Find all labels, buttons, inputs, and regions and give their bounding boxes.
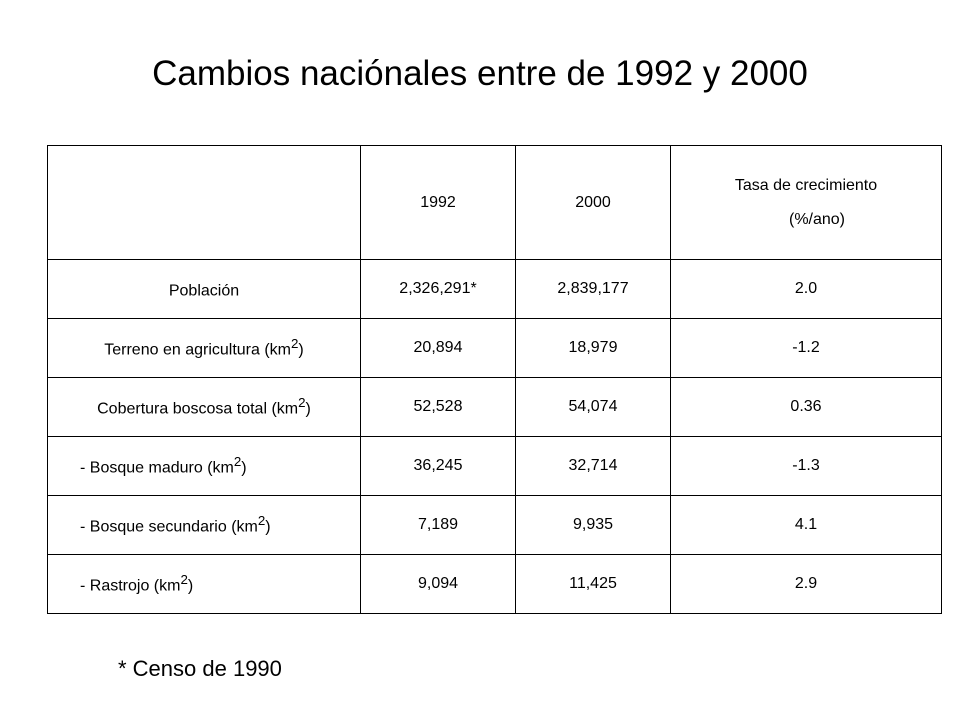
row-unit-sup: 2 [298, 395, 306, 411]
cell-2000: 18,979 [515, 318, 671, 378]
table-row: Cobertura boscosa total (km2) 52,528 54,… [47, 377, 942, 437]
table-row: - Rastrojo (km2) 9,094 11,425 2.9 [47, 554, 942, 614]
header-growth-rate-line2: (%/ano) [788, 210, 846, 228]
header-empty-cell [47, 145, 361, 260]
table-row: Terreno en agricultura (km2) 20,894 18,9… [47, 318, 942, 378]
row-unit: (km [264, 341, 291, 359]
cell-growth-rate: 4.1 [670, 495, 942, 555]
cell-2000: 32,714 [515, 436, 671, 496]
header-1992: 1992 [360, 145, 516, 260]
row-label: - Bosque secundario (km2) [47, 495, 361, 555]
header-growth-rate-line1: Tasa de crecimiento [734, 176, 878, 194]
row-unit-close: ) [305, 400, 311, 418]
cell-growth-rate: -1.3 [670, 436, 942, 496]
table-row: Población 2,326,291* 2,839,177 2.0 [47, 259, 942, 319]
table-row: - Bosque maduro (km2) 36,245 32,714 -1.3 [47, 436, 942, 496]
row-label-text: Población [168, 282, 240, 300]
row-unit: (km [271, 400, 299, 418]
row-label: Cobertura boscosa total (km2) [47, 377, 361, 437]
table-row: - Bosque secundario (km2) 7,189 9,935 4.… [47, 495, 942, 555]
header-2000: 2000 [515, 145, 671, 260]
cell-1992: 20,894 [360, 318, 516, 378]
cell-growth-rate: -1.2 [670, 318, 942, 378]
cell-2000: 11,425 [515, 554, 671, 614]
row-label: - Bosque maduro (km2) [47, 436, 361, 496]
row-label-text: - Bosque maduro [80, 459, 208, 477]
slide-title: Cambios naciónales entre de 1992 y 2000 [152, 54, 808, 93]
table-header-row: 1992 2000 Tasa de crecimiento (%/ano) [47, 145, 942, 260]
cell-1992: 2,326,291* [360, 259, 516, 319]
row-unit-sup: 2 [291, 336, 299, 352]
row-unit-close: ) [241, 459, 247, 477]
cell-2000: 2,839,177 [515, 259, 671, 319]
cell-1992: 7,189 [360, 495, 516, 555]
row-label-text: Cobertura boscosa total [97, 400, 272, 418]
row-label: Terreno en agricultura (km2) [47, 318, 361, 378]
row-label-text: - Rastrojo [80, 577, 154, 595]
row-unit-close: ) [187, 577, 194, 595]
footnote: * Censo de 1990 [118, 656, 282, 681]
header-growth-rate: Tasa de crecimiento (%/ano) [670, 145, 942, 260]
row-unit-sup: 2 [257, 513, 266, 529]
row-unit: (km [231, 518, 258, 536]
row-unit-sup: 2 [233, 454, 242, 470]
cell-2000: 54,074 [515, 377, 671, 437]
row-unit: (km [153, 577, 181, 595]
row-unit-close: ) [265, 518, 271, 536]
cell-1992: 36,245 [360, 436, 516, 496]
cell-growth-rate: 0.36 [670, 377, 942, 437]
cell-1992: 9,094 [360, 554, 516, 614]
row-unit-close: ) [298, 341, 304, 359]
cell-2000: 9,935 [515, 495, 671, 555]
row-unit-sup: 2 [180, 572, 188, 588]
row-label-text: Terreno en agricultura [104, 341, 265, 359]
cell-1992: 52,528 [360, 377, 516, 437]
data-table: 1992 2000 Tasa de crecimiento (%/ano) Pob… [47, 145, 942, 614]
cell-growth-rate: 2.0 [670, 259, 942, 319]
cell-growth-rate: 2.9 [670, 554, 942, 614]
row-label: Población [47, 259, 361, 319]
row-unit: (km [207, 459, 234, 477]
row-label-text: - Bosque secundario [80, 518, 232, 536]
row-label: - Rastrojo (km2) [47, 554, 361, 614]
